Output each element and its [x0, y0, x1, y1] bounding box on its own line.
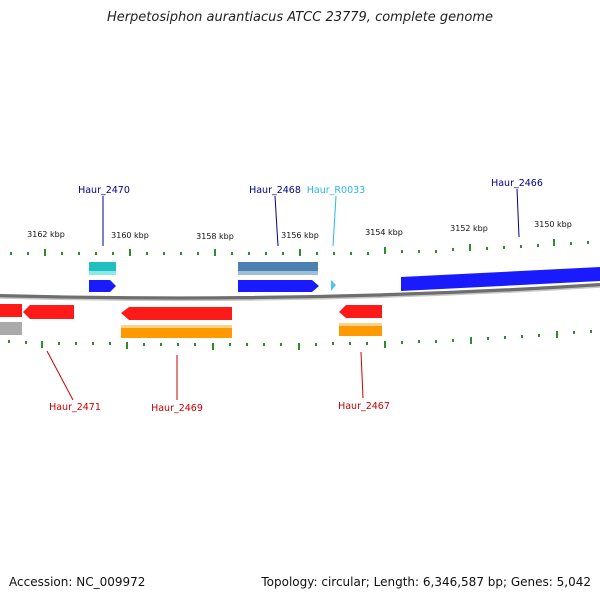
backbone-outer — [0, 283, 600, 301]
plus-tick-row — [10, 239, 589, 256]
gene-label-haur-2471[interactable]: Haur_2471 — [49, 402, 101, 413]
feature-grey[interactable] — [0, 322, 22, 335]
gene-label-haur-2469[interactable]: Haur_2469 — [151, 403, 203, 414]
feature-steel-shade — [238, 271, 318, 275]
kbp-label: 3150 kbp — [534, 220, 572, 229]
accession-text: Accession: NC_009972 — [9, 575, 146, 589]
feature-orange-2-shade — [339, 323, 382, 326]
feature-orange-2[interactable] — [339, 323, 382, 336]
gene-arrow-haur-r0033[interactable] — [331, 280, 336, 291]
gene-arrow-haur-2467[interactable] — [339, 305, 382, 318]
kbp-label: 3154 kbp — [365, 228, 403, 237]
leader-line-haur-2468 — [274, 195, 279, 247]
feature-orange[interactable] — [121, 325, 232, 338]
gene-label-haur-2468[interactable]: Haur_2468 — [249, 185, 301, 196]
gene-arrow-haur-2466[interactable] — [401, 267, 600, 291]
genome-summary-text: Topology: circular; Length: 6,346,587 bp… — [261, 575, 591, 589]
kbp-label: 3152 kbp — [450, 224, 488, 233]
kbp-label: 3158 kbp — [196, 232, 234, 241]
gene-arrow-haur-2469[interactable] — [121, 307, 232, 320]
gene-label-haur-r0033[interactable]: Haur_R0033 — [307, 185, 365, 196]
kbp-label: 3162 kbp — [27, 230, 65, 239]
gene-arrow-left-edge[interactable] — [0, 304, 22, 317]
gene-arrow-haur-2471[interactable] — [23, 305, 74, 319]
backbone-inner — [0, 286, 600, 302]
minus-tick-row — [8, 330, 592, 350]
feature-teal-shade — [89, 271, 116, 275]
leader-line-haur-r0033 — [332, 195, 337, 247]
kbp-label: 3160 kbp — [111, 231, 149, 240]
kbp-label: 3156 kbp — [281, 231, 319, 240]
leader-line-haur-2466 — [516, 188, 520, 238]
map-title: Herpetosiphon aurantiacus ATCC 23779, co… — [106, 10, 494, 25]
gene-arrow-haur-2468[interactable] — [238, 280, 319, 292]
gene-label-haur-2467[interactable]: Haur_2467 — [338, 401, 390, 412]
gene-label-haur-2470[interactable]: Haur_2470 — [78, 185, 130, 196]
gene-label-haur-2466[interactable]: Haur_2466 — [491, 178, 543, 189]
leader-line-haur-2467 — [360, 351, 364, 399]
gene-arrow-haur-2470[interactable] — [89, 280, 116, 292]
leader-line-haur-2471 — [46, 350, 74, 401]
feature-orange-shade — [121, 325, 232, 328]
